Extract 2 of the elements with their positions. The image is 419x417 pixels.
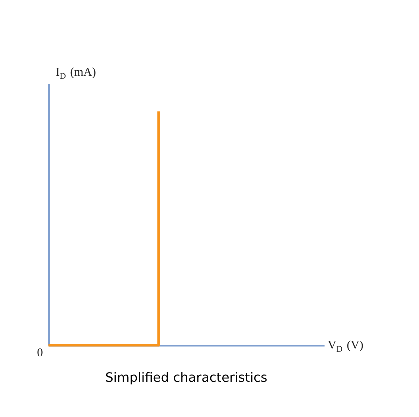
text: Simplified characteristics (105, 371, 268, 386)
text: 0 (37, 345, 44, 360)
